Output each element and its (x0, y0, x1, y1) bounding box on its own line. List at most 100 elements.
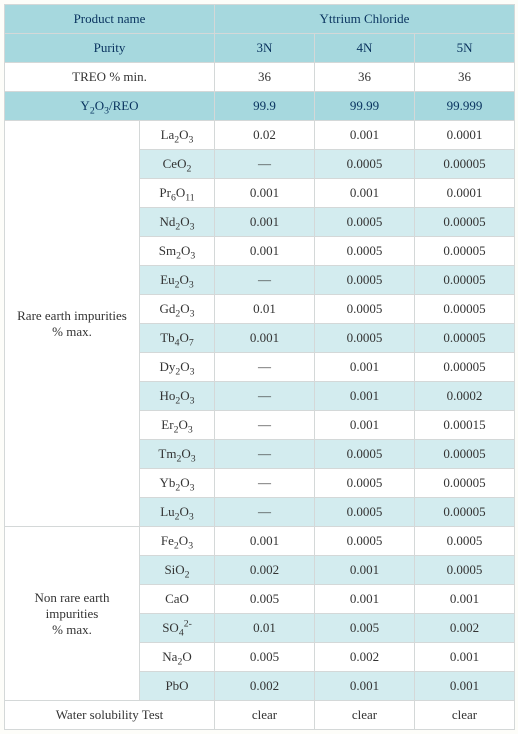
rare-earth-val-9-2: 0.0002 (415, 382, 515, 411)
rare-earth-compound-9: Ho2O3 (140, 382, 215, 411)
rare-earth-val-12-0: — (215, 469, 315, 498)
rare-earth-val-12-1: 0.0005 (315, 469, 415, 498)
rare-earth-val-9-1: 0.001 (315, 382, 415, 411)
rare-earth-val-6-1: 0.0005 (315, 295, 415, 324)
rare-earth-val-9-0: — (215, 382, 315, 411)
rare-earth-val-4-2: 0.00005 (415, 237, 515, 266)
rare-earth-compound-12: Yb2O3 (140, 469, 215, 498)
rare-earth-val-3-0: 0.001 (215, 208, 315, 237)
rare-earth-compound-7: Tb4O7 (140, 324, 215, 353)
water-solubility-val-1: clear (315, 701, 415, 730)
non-rare-earth-compound-0: Fe2O3 (140, 527, 215, 556)
water-solubility-val-2: clear (415, 701, 515, 730)
rare-earth-val-0-0: 0.02 (215, 121, 315, 150)
rare-earth-val-1-1: 0.0005 (315, 150, 415, 179)
rare-earth-val-6-2: 0.00005 (415, 295, 515, 324)
rare-earth-val-2-0: 0.001 (215, 179, 315, 208)
rare-earth-val-5-2: 0.00005 (415, 266, 515, 295)
rare-earth-val-1-0: — (215, 150, 315, 179)
rare-earth-val-1-2: 0.00005 (415, 150, 515, 179)
rare-earth-label: Rare earth impurities% max. (5, 121, 140, 527)
treo-val-1: 36 (315, 63, 415, 92)
rare-earth-val-5-0: — (215, 266, 315, 295)
rare-earth-val-13-0: — (215, 498, 315, 527)
non-rare-earth-val-5-0: 0.002 (215, 672, 315, 701)
rare-earth-val-7-1: 0.0005 (315, 324, 415, 353)
water-solubility-label: Water solubility Test (5, 701, 215, 730)
rare-earth-val-10-2: 0.00015 (415, 411, 515, 440)
rare-earth-compound-3: Nd2O3 (140, 208, 215, 237)
rare-earth-compound-2: Pr6O11 (140, 179, 215, 208)
y2o3-reo-val-2: 99.999 (415, 92, 515, 121)
rare-earth-val-13-1: 0.0005 (315, 498, 415, 527)
purity-col-2: 5N (415, 34, 515, 63)
rare-earth-val-3-1: 0.0005 (315, 208, 415, 237)
rare-earth-val-6-0: 0.01 (215, 295, 315, 324)
water-solubility-val-0: clear (215, 701, 315, 730)
rare-earth-compound-6: Gd2O3 (140, 295, 215, 324)
non-rare-earth-val-1-0: 0.002 (215, 556, 315, 585)
non-rare-earth-compound-4: Na2O (140, 643, 215, 672)
rare-earth-val-8-0: — (215, 353, 315, 382)
non-rare-earth-val-2-1: 0.001 (315, 585, 415, 614)
purity-col-1: 4N (315, 34, 415, 63)
rare-earth-val-2-2: 0.0001 (415, 179, 515, 208)
non-rare-earth-compound-2: CaO (140, 585, 215, 614)
non-rare-earth-compound-1: SiO2 (140, 556, 215, 585)
rare-earth-val-2-1: 0.001 (315, 179, 415, 208)
non-rare-earth-val-3-2: 0.002 (415, 614, 515, 643)
treo-val-2: 36 (415, 63, 515, 92)
rare-earth-val-13-2: 0.00005 (415, 498, 515, 527)
non-rare-earth-val-0-2: 0.0005 (415, 527, 515, 556)
treo-label: TREO % min. (5, 63, 215, 92)
y2o3-reo-label: Y2O3/REO (5, 92, 215, 121)
rare-earth-compound-10: Er2O3 (140, 411, 215, 440)
non-rare-earth-compound-5: PbO (140, 672, 215, 701)
rare-earth-compound-13: Lu2O3 (140, 498, 215, 527)
non-rare-earth-val-0-1: 0.0005 (315, 527, 415, 556)
rare-earth-val-4-0: 0.001 (215, 237, 315, 266)
non-rare-earth-val-4-1: 0.002 (315, 643, 415, 672)
rare-earth-val-3-2: 0.00005 (415, 208, 515, 237)
y2o3-reo-val-1: 99.99 (315, 92, 415, 121)
rare-earth-compound-11: Tm2O3 (140, 440, 215, 469)
rare-earth-val-10-1: 0.001 (315, 411, 415, 440)
rare-earth-val-10-0: — (215, 411, 315, 440)
non-rare-earth-val-1-2: 0.0005 (415, 556, 515, 585)
product-name-value: Yttrium Chloride (215, 5, 515, 34)
product-name-label: Product name (5, 5, 215, 34)
rare-earth-val-0-1: 0.001 (315, 121, 415, 150)
y2o3-reo-val-0: 99.9 (215, 92, 315, 121)
non-rare-earth-val-4-2: 0.001 (415, 643, 515, 672)
non-rare-earth-val-4-0: 0.005 (215, 643, 315, 672)
purity-label: Purity (5, 34, 215, 63)
non-rare-earth-val-5-1: 0.001 (315, 672, 415, 701)
rare-earth-val-7-0: 0.001 (215, 324, 315, 353)
rare-earth-compound-0: La2O3 (140, 121, 215, 150)
non-rare-earth-val-0-0: 0.001 (215, 527, 315, 556)
treo-val-0: 36 (215, 63, 315, 92)
non-rare-earth-val-1-1: 0.001 (315, 556, 415, 585)
purity-col-0: 3N (215, 34, 315, 63)
rare-earth-val-11-2: 0.00005 (415, 440, 515, 469)
rare-earth-val-7-2: 0.00005 (415, 324, 515, 353)
rare-earth-compound-8: Dy2O3 (140, 353, 215, 382)
non-rare-earth-val-3-1: 0.005 (315, 614, 415, 643)
non-rare-earth-val-2-0: 0.005 (215, 585, 315, 614)
non-rare-earth-label: Non rare earth impurities% max. (5, 527, 140, 701)
rare-earth-val-8-2: 0.00005 (415, 353, 515, 382)
rare-earth-val-0-2: 0.0001 (415, 121, 515, 150)
non-rare-earth-compound-3: SO42- (140, 614, 215, 643)
rare-earth-compound-1: CeO2 (140, 150, 215, 179)
non-rare-earth-val-2-2: 0.001 (415, 585, 515, 614)
non-rare-earth-val-3-0: 0.01 (215, 614, 315, 643)
rare-earth-val-12-2: 0.00005 (415, 469, 515, 498)
rare-earth-val-4-1: 0.0005 (315, 237, 415, 266)
spec-table: Product nameYttrium ChloridePurity3N4N5N… (4, 4, 515, 730)
rare-earth-val-11-0: — (215, 440, 315, 469)
non-rare-earth-val-5-2: 0.001 (415, 672, 515, 701)
rare-earth-val-11-1: 0.0005 (315, 440, 415, 469)
rare-earth-val-5-1: 0.0005 (315, 266, 415, 295)
rare-earth-val-8-1: 0.001 (315, 353, 415, 382)
rare-earth-compound-5: Eu2O3 (140, 266, 215, 295)
